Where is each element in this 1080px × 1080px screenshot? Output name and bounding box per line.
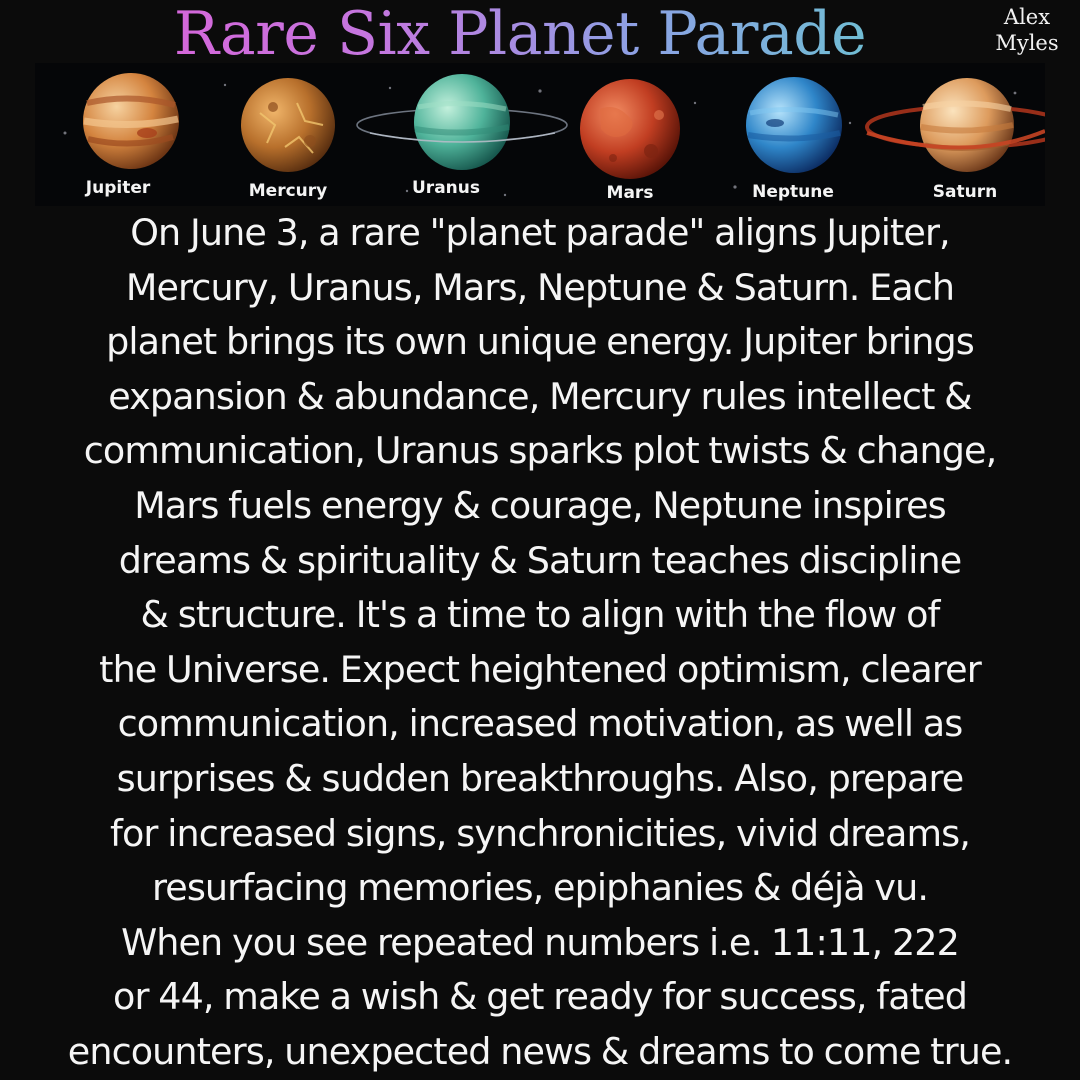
planet-illustration-strip: Jupiter Mercury Uranus Mars [35,63,1045,206]
author-last-name: Myles [995,31,1059,55]
body-line: or 44, make a wish & get ready for succe… [113,975,968,1019]
body-line: communication, increased motivation, as … [117,702,964,746]
body-line: Mercury, Uranus, Mars, Neptune & Saturn.… [125,265,955,309]
body-line: for increased signs, synchronicities, vi… [110,811,971,855]
body-line: resurfacing memories, epiphanies & déjà … [151,866,929,910]
post-body-text: On June 3, a rare "planet parade" aligns… [0,206,1080,1080]
planet-label-neptune: Neptune [752,182,834,202]
body-line: On June 3, a rare "planet parade" aligns… [130,211,950,254]
body-line: planet brings its own unique energy. Jup… [106,320,975,364]
author-first-name: Alex [1003,5,1051,29]
planet-label-saturn: Saturn [933,182,997,202]
body-line: surprises & sudden breakthroughs. Also, … [116,756,965,800]
planet-label-jupiter: Jupiter [85,178,151,198]
body-line: When you see repeated numbers i.e. 11:11… [121,920,960,964]
body-line: the Universe. Expect heightened optimism… [99,647,982,691]
planet-label-uranus: Uranus [412,178,480,198]
mercury-icon [241,78,335,172]
author-name: Alex Myles [984,4,1070,56]
planet-label-mars: Mars [607,183,654,203]
body-line: & structure. It's a time to align with t… [140,593,941,637]
neptune-icon [746,77,842,173]
jupiter-icon [83,73,179,169]
planet-label-mercury: Mercury [249,181,327,201]
body-line: encounters, unexpected news & dreams to … [67,1029,1013,1073]
body-line: communication, Uranus sparks plot twists… [83,429,997,473]
body-line: dreams & spirituality & Saturn teaches d… [118,538,962,582]
body-line: Mars fuels energy & courage, Neptune ins… [134,483,947,527]
saturn-icon [865,78,1045,172]
body-line: expansion & abundance, Mercury rules int… [108,374,972,418]
mars-icon [580,79,680,179]
post-title: Rare Six Planet Parade [0,0,1080,68]
uranus-icon [356,74,568,170]
